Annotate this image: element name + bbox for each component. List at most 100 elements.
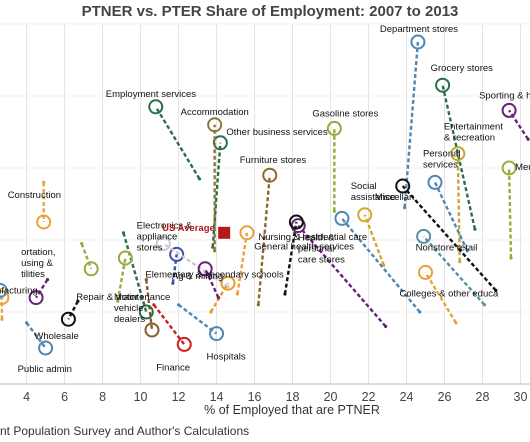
x-tick-label: 12 — [172, 390, 186, 404]
series-start-dot — [384, 324, 388, 328]
series-layer — [0, 34, 530, 356]
series-dashed-line — [177, 303, 218, 335]
series-dashed-line — [508, 109, 530, 140]
series-label: Social assistance — [351, 181, 396, 203]
x-tick-label: 30 — [514, 390, 528, 404]
series-item — [0, 290, 10, 321]
series-label: Entertainment & recreation — [444, 122, 504, 144]
series-end-circle — [395, 178, 411, 194]
x-tick-label: 26 — [438, 390, 452, 404]
series-label: Motor vehicle dealers — [114, 292, 145, 325]
label-layer: Department stores Grocery stores Sporting … — [0, 24, 530, 375]
series-dashed-line — [341, 217, 421, 313]
series-end-circle — [0, 290, 10, 306]
series-end-circle — [0, 282, 8, 298]
series-item — [148, 99, 202, 181]
series-end-circle — [144, 322, 160, 338]
series-dashed-line — [204, 268, 220, 299]
x-tick-label: 22 — [362, 390, 376, 404]
x-tick-layer: 4 6 8 10 12 14 16 18 20 22 24 26 28 30 — [23, 390, 527, 404]
series-dashed-line — [257, 175, 271, 305]
series-start-dot — [45, 278, 50, 282]
series-start-dot — [216, 296, 221, 300]
series-label: Repair & maintenance — [76, 292, 170, 303]
series-dashed-line — [154, 106, 201, 180]
series-item — [395, 178, 498, 292]
series-label: Grocery stores — [431, 63, 494, 74]
series-label: nanufacturing — [0, 286, 38, 297]
series-start-dot — [80, 242, 84, 246]
series-label: Colleges & other educa — [400, 288, 499, 299]
series-start-dot — [197, 177, 202, 181]
series-label: Ag & mining — [172, 271, 223, 282]
series-start-dot — [76, 299, 80, 303]
series-label: Elementary & secondary schools — [145, 270, 284, 281]
source-note: nt Population Survey and Author's Calcul… — [0, 424, 250, 438]
series-end-circle — [357, 207, 373, 223]
series-item — [235, 225, 255, 296]
series-item — [36, 180, 52, 230]
series-item — [450, 146, 466, 264]
series-end-circle — [117, 250, 133, 266]
series-label: Nonstore retail — [416, 242, 478, 253]
series-end-circle — [288, 214, 304, 230]
series-label: Construction — [8, 190, 61, 201]
x-tick-label: 10 — [134, 390, 148, 404]
series-dashed-line — [67, 300, 79, 320]
series-label: Personal services — [423, 148, 461, 170]
series-label: Gasoline stores — [312, 108, 378, 119]
series-dashed-line — [152, 304, 186, 346]
series-label: Mem — [515, 162, 530, 173]
series-dashed-line — [363, 214, 385, 266]
series-end-circle — [239, 225, 255, 241]
series-item — [256, 167, 278, 307]
series-dashed-line — [401, 185, 497, 292]
series-item — [144, 278, 160, 338]
series-end-circle — [427, 174, 443, 190]
series-start-dot — [152, 303, 156, 307]
series-item — [197, 261, 221, 300]
x-tick-label: 20 — [324, 390, 338, 404]
series-start-dot — [116, 299, 120, 303]
series-start-dot — [526, 137, 530, 141]
series-dashed-line — [422, 235, 486, 306]
series-item — [80, 242, 99, 277]
series-item — [24, 321, 54, 356]
series-start-dot — [209, 310, 213, 314]
series-end-circle — [209, 326, 225, 342]
series-start-dot — [454, 321, 458, 325]
series-end-circle — [169, 246, 185, 262]
series-start-dot — [494, 288, 498, 292]
series-dashed-line — [507, 167, 513, 259]
series-end-circle — [155, 236, 171, 252]
series-item — [207, 117, 223, 253]
x-tick-label: 8 — [99, 390, 106, 404]
series-item — [0, 282, 8, 305]
series-start-dot — [482, 303, 487, 307]
series-start-dot — [0, 317, 4, 321]
series-start-dot — [473, 227, 477, 231]
series-label: Department stores — [380, 24, 458, 35]
series-start-dot — [144, 278, 148, 282]
series-item — [116, 250, 133, 303]
series-item — [418, 264, 458, 325]
series-end-circle — [501, 160, 517, 176]
series-end-circle — [262, 167, 278, 183]
series-start-dot — [24, 321, 29, 325]
chart-title: PTNER vs. PTER Share of Employment: 2007… — [81, 3, 459, 20]
series-label: Other business services — [226, 127, 328, 138]
series-start-dot — [458, 260, 462, 264]
series-label: Finance — [156, 362, 190, 373]
series-end-circle — [60, 311, 76, 327]
series-label: Public admin — [18, 364, 72, 375]
series-item — [152, 303, 192, 352]
series-label: Sporting & hobb — [479, 90, 530, 101]
series-label: Miscellan — [375, 192, 415, 203]
series-dashed-line — [297, 224, 387, 328]
series-start-dot — [213, 249, 217, 253]
x-tick-label: 6 — [61, 390, 68, 404]
series-end-circle — [326, 120, 342, 136]
series-item — [416, 228, 487, 307]
series-start-dot — [256, 303, 260, 307]
series-dashed-line — [211, 142, 222, 248]
